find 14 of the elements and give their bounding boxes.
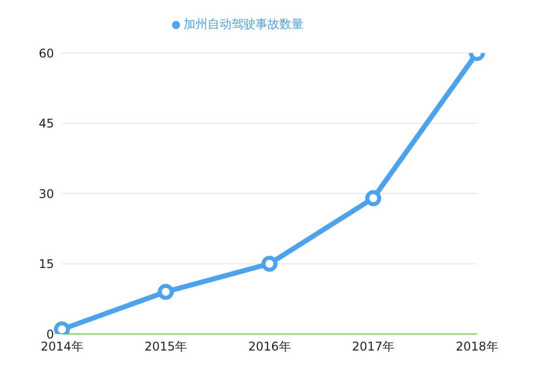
x-tick-label: 2015年 xyxy=(144,340,188,354)
point xyxy=(262,256,278,272)
x-tick-label: 2018年 xyxy=(456,340,498,354)
y-tick-label: 30 xyxy=(38,186,54,201)
x-tick-label: 2017年 xyxy=(352,340,395,354)
point xyxy=(158,284,174,300)
y-tick-label: 45 xyxy=(38,116,54,131)
point xyxy=(365,190,382,206)
y-tick-label: 15 xyxy=(38,257,54,272)
y-tick-label: 0 xyxy=(46,327,54,342)
x-tick-label: 2014年 xyxy=(40,340,84,354)
legend-label: 加州自动驾驶事故数量 xyxy=(184,17,304,31)
x-tick-label: 2016年 xyxy=(248,340,291,354)
y-tick-label: 60 xyxy=(38,46,54,60)
